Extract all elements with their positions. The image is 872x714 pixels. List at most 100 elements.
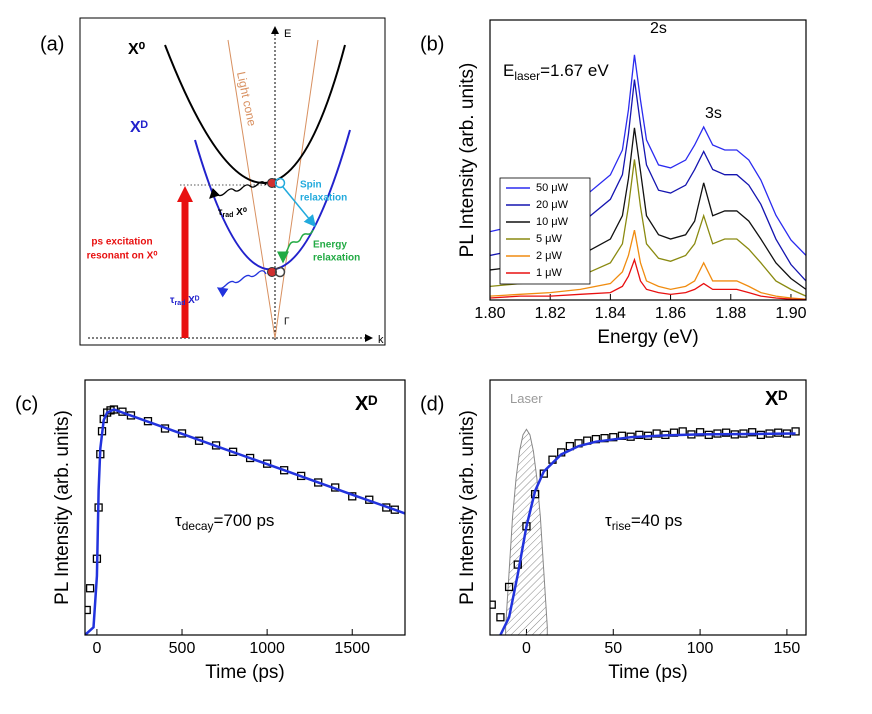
x-tick-label: 0 (522, 640, 531, 657)
x-tick-label: 1.82 (535, 305, 566, 322)
annotation-run: laser (514, 69, 540, 83)
series-line (85, 408, 405, 635)
x-tick-label: 500 (169, 640, 196, 657)
tau-symbol: τ (218, 207, 223, 218)
annotation-run: 2s (650, 20, 667, 37)
xd-label: Xᴰ (130, 119, 149, 136)
tau-label: τrad X⁰ (218, 207, 247, 219)
series-line (499, 432, 796, 635)
plot-area (490, 54, 806, 300)
plot-frame (84, 379, 406, 636)
x-tick-label: 1.88 (715, 305, 746, 322)
annotation-run: E (503, 61, 514, 80)
legend-label: 2 μW (536, 250, 563, 262)
x-tick-label: 1.90 (775, 305, 806, 322)
energy-label: Energy (313, 240, 347, 251)
annotation: Laser (510, 391, 543, 406)
panel-label: (b) (420, 33, 444, 55)
light-cone (227, 39, 276, 339)
data-point (695, 428, 705, 437)
annotation: 2s (650, 20, 667, 37)
x-tick-label: 1.84 (595, 305, 626, 322)
plot-area (490, 427, 800, 635)
tau-subscript: rad (174, 300, 185, 307)
x-tick-label: 50 (604, 640, 622, 657)
annotation: Xᴰ (765, 388, 787, 410)
annotation-run: rise (612, 519, 632, 533)
x0-label: X⁰ (128, 41, 146, 58)
axis-label: E (284, 28, 291, 40)
x-tick-label: 1500 (334, 640, 370, 657)
series-line (490, 79, 806, 282)
annotation: τrise=40 ps (605, 511, 682, 533)
tau-state: X⁰ (233, 207, 246, 218)
annotation-run: =40 ps (631, 511, 683, 530)
spin-label: Spin (300, 180, 322, 191)
annotation: Xᴰ (355, 393, 377, 415)
data-point (791, 427, 800, 436)
data-point (635, 430, 644, 440)
radiative-arrow (216, 270, 267, 298)
y-axis-label: PL Intensity (arb. units) (457, 410, 478, 605)
exciton (267, 178, 277, 188)
y-axis-label: PL Intensity (arb. units) (52, 410, 73, 605)
legend-label: 50 μW (536, 182, 569, 194)
gamma-label: Γ (284, 317, 290, 328)
data-point (748, 428, 757, 437)
plot-frame (489, 379, 807, 636)
exciton (274, 266, 286, 278)
axis-label: k (378, 334, 384, 346)
x-tick-label: 150 (774, 640, 801, 657)
series-line (490, 230, 806, 300)
annotation-run: =1.67 eV (540, 61, 609, 80)
chart: (c) 0 500 1000 1500 Time (ps) PL Intensity (ar… (15, 379, 406, 683)
chart: (b) 1.80 1.82 1.84 1.86 1.88 1.90 Energy (eV) PL… (420, 19, 807, 348)
annotation: 3s (705, 105, 722, 122)
excitation-label: ps excitation (91, 237, 152, 248)
excitation-label: resonant on X⁰ (87, 251, 158, 262)
tau-label: τrad Xᴰ (170, 295, 200, 307)
x-tick-label: 1000 (249, 640, 285, 657)
x-tick-label: 1.80 (474, 305, 505, 322)
x-axis-label: Time (ps) (205, 662, 285, 683)
legend-label: 5 μW (536, 233, 563, 245)
plot-area (85, 405, 405, 635)
data-point (85, 605, 91, 615)
annotation-run: Laser (510, 391, 543, 406)
panel-a: (a) E k Γ Light cone X⁰ Xᴰ ps excitation… (40, 17, 386, 346)
x0-dispersion (164, 44, 346, 184)
exciton (274, 177, 286, 189)
annotation-run: Xᴰ (355, 393, 377, 415)
series-line (490, 159, 806, 297)
annotation-run: Xᴰ (765, 388, 787, 410)
energy-arrow (277, 229, 314, 264)
tau-state: Xᴰ (185, 295, 199, 306)
panel-label: (c) (15, 393, 38, 415)
data-point (721, 428, 731, 437)
annotation: τdecay=700 ps (175, 511, 274, 533)
panel-label: (d) (420, 393, 444, 415)
legend-label: 1 μW (536, 267, 563, 279)
annotation-run: decay (182, 519, 214, 533)
x-tick-label: 100 (687, 640, 714, 657)
tau-subscript: rad (222, 212, 233, 219)
light-cone (274, 39, 319, 339)
y-axis-label: PL Intensity (arb. units) (457, 63, 478, 258)
spin-arrow (282, 186, 316, 228)
annotation-run: =700 ps (213, 511, 274, 530)
diagram-frame (79, 17, 386, 346)
annotation: Elaser=1.67 eV (503, 61, 609, 83)
x-axis-label: Time (ps) (608, 662, 688, 683)
annotation-run: 3s (705, 105, 722, 122)
exciton (267, 267, 277, 277)
x-tick-label: 1.86 (655, 305, 686, 322)
data-point (490, 600, 496, 609)
plot-frame (489, 19, 807, 301)
tau-symbol: τ (170, 295, 175, 306)
series-line (490, 257, 806, 300)
radiative-arrow (209, 181, 267, 199)
legend-box (499, 177, 591, 285)
data-point (85, 584, 95, 593)
series-line (490, 127, 806, 290)
